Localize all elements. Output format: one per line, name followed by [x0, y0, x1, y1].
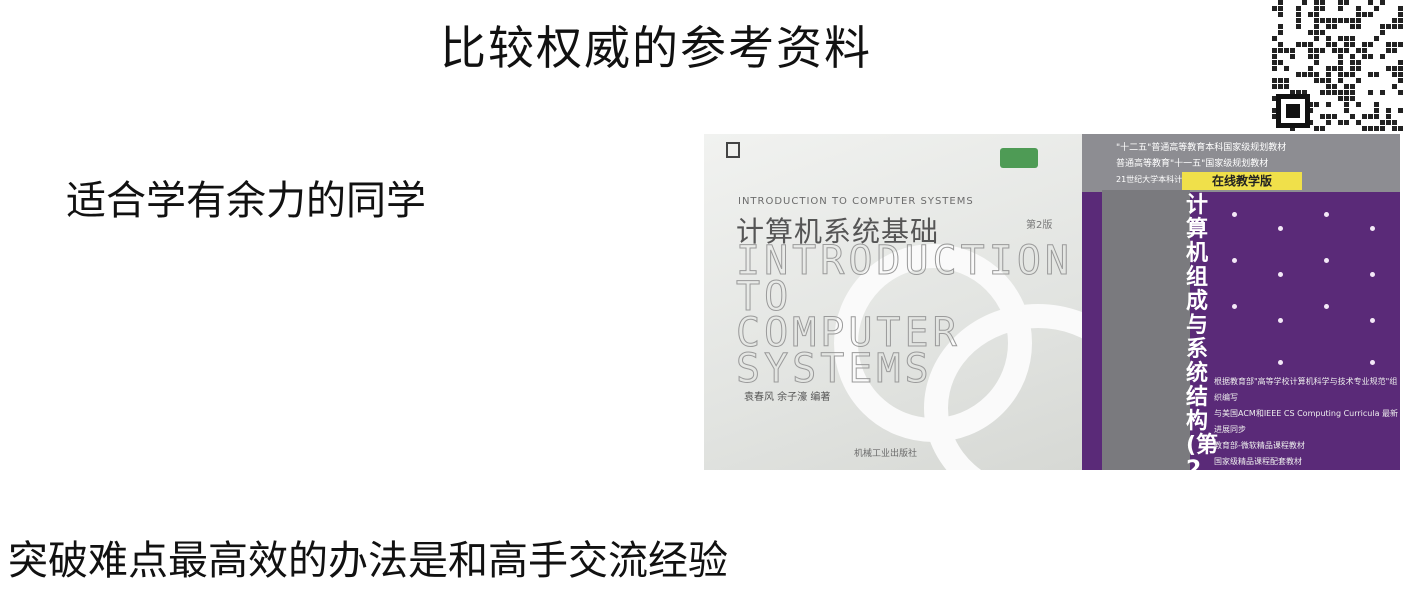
book2-grey-strip — [1102, 190, 1190, 470]
books-photo: INTRODUCTION TO COMPUTER SYSTEMS 计算机系统基础… — [704, 134, 1400, 470]
book2-bullet: 根据教育部"高等学校计算机科学与技术专业规范"组织编写 — [1214, 377, 1398, 402]
book1-en-title: INTRODUCTION TO COMPUTER SYSTEMS — [738, 196, 974, 207]
book1-edition: 第2版 — [1026, 220, 1053, 231]
publisher-logo-icon — [726, 142, 740, 158]
award-badge-icon — [1000, 148, 1038, 168]
book2-vertical-title: 计算机组成与系统结构(第2版) — [1186, 193, 1219, 471]
book2-line2: 普通高等教育"十一五"国家级规划教材 — [1116, 159, 1269, 169]
bottom-text: 突破难点最高效的办法是和高手交流经验 — [8, 538, 728, 584]
book2-bullet: 教育部-微软精品课程教材 — [1214, 441, 1305, 450]
book2-line3: 21世纪大学本科计算机专业系列教材 — [1116, 174, 1246, 185]
book1-dot-line: TO — [735, 274, 793, 321]
book-computer-systems: INTRODUCTION TO COMPUTER SYSTEMS 计算机系统基础… — [704, 134, 1152, 470]
book1-dot-line: INTRODUCTION — [736, 238, 1073, 285]
qr-code: 王 — [1272, 0, 1404, 132]
book1-dot-line: SYSTEMS — [736, 346, 933, 393]
left-text: 适合学有余力的同学 — [66, 178, 426, 224]
book-computer-organization: "十二五"普通高等教育本科国家级规划教材 普通高等教育"十一五"国家级规划教材 … — [1082, 134, 1400, 470]
book1-cn-title: 计算机系统基础 — [736, 215, 940, 248]
book2-banner: 在线教学版 — [1182, 172, 1302, 190]
qr-pattern — [1272, 0, 1403, 131]
book1-publisher: 机械工业出版社 — [854, 449, 918, 459]
slide-title: 比较权威的参考资料 — [440, 21, 872, 75]
book2-bullets: 根据教育部"高等学校计算机科学与技术专业规范"组织编写 与美国ACM和IEEE … — [1214, 374, 1400, 470]
book2-bullet: 国家级精品课程配套教材 — [1214, 457, 1302, 466]
book1-dot-line: COMPUTER — [736, 310, 961, 357]
book2-line1: "十二五"普通高等教育本科国家级规划教材 — [1116, 143, 1287, 153]
book1-authors: 袁春风 余子濠 编著 — [744, 392, 831, 403]
book2-bullet: 与美国ACM和IEEE CS Computing Curricula 最新进展同… — [1214, 409, 1399, 434]
